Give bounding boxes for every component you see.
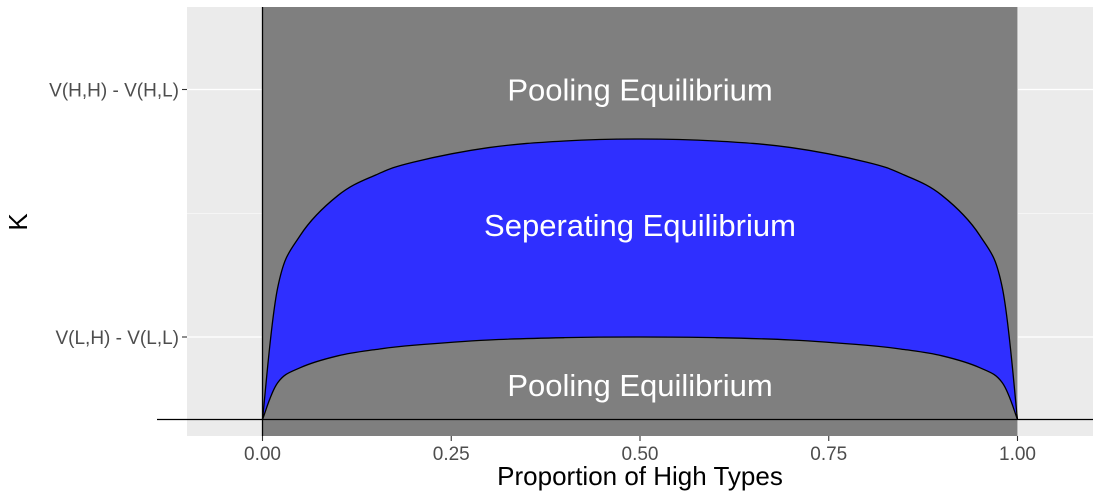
x-tick-label: 0.00 [244, 444, 281, 465]
y-axis-title: K [3, 213, 33, 231]
region-annotations: Pooling Equilibrium Seperating Equilibriu… [484, 73, 796, 403]
y-tick-label: V(H,H) - V(H,L) [49, 81, 179, 102]
separating-band [261, 138, 1019, 420]
x-tick-label: 0.75 [810, 444, 847, 465]
y-axis-ticks: V(L,H) - V(L,L) V(H,H) - V(H,L) [49, 81, 187, 349]
annotation-0: Pooling Equilibrium [507, 73, 772, 108]
x-tick-label: 1.00 [999, 444, 1036, 465]
x-tick-label: 0.25 [433, 444, 470, 465]
y-tick-label: V(L,H) - V(L,L) [55, 328, 179, 349]
x-axis-ticks: 0.00 0.25 0.50 0.75 1.00 [244, 436, 1036, 465]
annotation-1: Seperating Equilibrium [484, 208, 796, 243]
annotation-2: Pooling Equilibrium [507, 368, 772, 403]
x-axis-title: Proportion of High Types [497, 461, 783, 491]
x-tick-label: 0.50 [622, 444, 659, 465]
